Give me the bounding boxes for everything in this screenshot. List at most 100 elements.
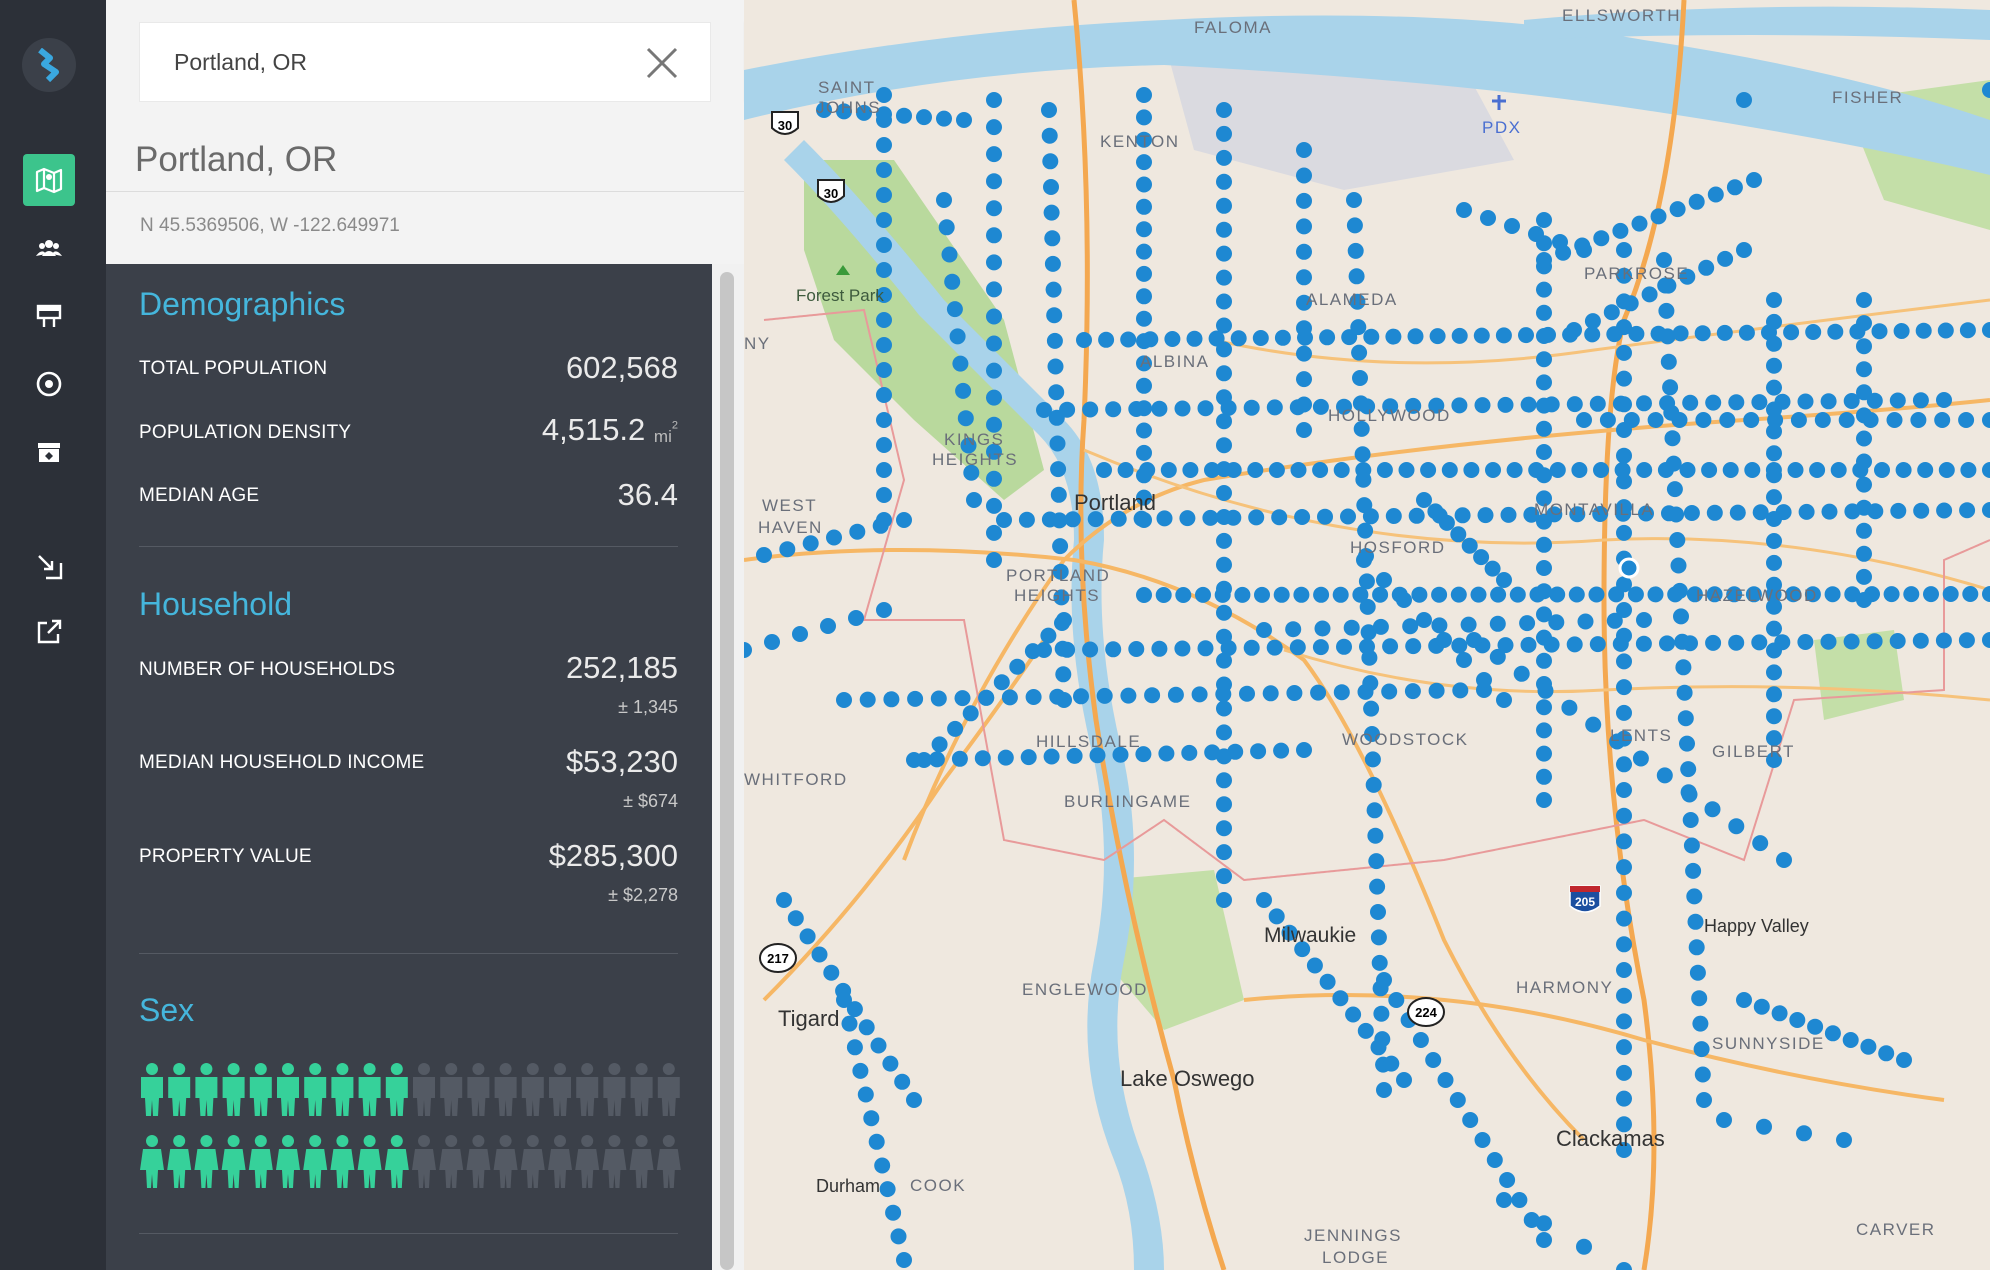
- location-marker[interactable]: [1181, 744, 1198, 761]
- location-marker[interactable]: [1650, 208, 1667, 225]
- location-marker[interactable]: [1055, 666, 1072, 683]
- location-marker[interactable]: [876, 212, 892, 228]
- location-marker[interactable]: [802, 535, 819, 552]
- location-marker[interactable]: [1736, 92, 1752, 108]
- location-marker[interactable]: [962, 705, 979, 722]
- location-marker[interactable]: [1266, 639, 1283, 656]
- location-marker[interactable]: [1616, 756, 1632, 773]
- location-marker[interactable]: [1588, 586, 1605, 603]
- location-marker[interactable]: [1736, 992, 1752, 1008]
- location-marker[interactable]: [1056, 612, 1072, 628]
- location-marker[interactable]: [1036, 402, 1052, 418]
- location-marker[interactable]: [1536, 420, 1552, 437]
- location-marker[interactable]: [1460, 616, 1477, 633]
- location-marker[interactable]: [1609, 733, 1626, 750]
- location-marker[interactable]: [764, 634, 780, 650]
- location-marker[interactable]: [1874, 462, 1890, 478]
- location-marker[interactable]: [1656, 252, 1672, 268]
- location-marker[interactable]: [916, 109, 932, 126]
- location-marker[interactable]: [1856, 338, 1872, 355]
- location-marker[interactable]: [1616, 1116, 1632, 1133]
- location-marker[interactable]: [1687, 913, 1704, 930]
- external-link-icon[interactable]: [23, 606, 75, 658]
- location-marker[interactable]: [1158, 745, 1175, 762]
- location-marker[interactable]: [744, 642, 752, 658]
- location-marker[interactable]: [1783, 324, 1800, 341]
- location-marker[interactable]: [1096, 687, 1113, 704]
- location-marker[interactable]: [1369, 878, 1386, 895]
- location-marker[interactable]: [1552, 234, 1568, 250]
- location-marker[interactable]: [1915, 322, 1932, 339]
- location-marker[interactable]: [1136, 310, 1152, 327]
- location-marker[interactable]: [876, 337, 892, 353]
- location-marker[interactable]: [1549, 462, 1566, 478]
- location-marker[interactable]: [1376, 972, 1392, 988]
- location-marker[interactable]: [1136, 333, 1152, 350]
- location-marker[interactable]: [1584, 313, 1601, 330]
- location-marker[interactable]: [954, 690, 971, 707]
- location-marker[interactable]: [1473, 327, 1490, 344]
- location-marker[interactable]: [1561, 699, 1578, 716]
- location-marker[interactable]: [1216, 604, 1232, 621]
- location-marker[interactable]: [1912, 392, 1929, 409]
- location-marker[interactable]: [1128, 641, 1145, 657]
- location-marker[interactable]: [1766, 423, 1782, 440]
- location-marker[interactable]: [957, 410, 974, 427]
- location-marker[interactable]: [1135, 746, 1152, 763]
- location-marker[interactable]: [1136, 355, 1152, 372]
- location-marker[interactable]: [848, 610, 864, 626]
- location-marker[interactable]: [1536, 745, 1552, 762]
- location-marker[interactable]: [1982, 462, 1990, 478]
- location-marker[interactable]: [986, 254, 1002, 271]
- location-marker[interactable]: [779, 541, 796, 558]
- location-marker[interactable]: [1695, 412, 1712, 428]
- location-marker[interactable]: [896, 107, 912, 124]
- location-marker[interactable]: [1289, 639, 1306, 656]
- location-marker[interactable]: [1680, 784, 1697, 801]
- location-marker[interactable]: [1766, 292, 1782, 308]
- location-marker[interactable]: [1866, 392, 1883, 409]
- location-marker[interactable]: [1367, 827, 1384, 844]
- location-marker[interactable]: [1616, 807, 1632, 824]
- location-marker[interactable]: [1660, 353, 1677, 370]
- location-marker[interactable]: [1347, 242, 1364, 259]
- location-marker[interactable]: [1679, 268, 1696, 285]
- location-marker[interactable]: [997, 749, 1014, 766]
- location-marker[interactable]: [1216, 269, 1232, 286]
- location-marker[interactable]: [1216, 700, 1232, 717]
- location-marker[interactable]: [1345, 1006, 1362, 1023]
- location-marker[interactable]: [1053, 589, 1070, 606]
- location-marker[interactable]: [1616, 962, 1632, 978]
- billboard-icon[interactable]: [23, 290, 75, 342]
- location-marker[interactable]: [1856, 592, 1872, 608]
- location-marker[interactable]: [1451, 637, 1468, 654]
- location-marker[interactable]: [1856, 499, 1872, 516]
- location-marker[interactable]: [1110, 510, 1127, 527]
- location-marker[interactable]: [896, 1252, 912, 1268]
- location-marker[interactable]: [1357, 522, 1374, 539]
- location-marker[interactable]: [941, 246, 958, 263]
- location-markers[interactable]: [744, 82, 1990, 1270]
- location-marker[interactable]: [1706, 504, 1723, 521]
- location-marker[interactable]: [1766, 730, 1782, 747]
- location-marker[interactable]: [1860, 1038, 1877, 1055]
- location-marker[interactable]: [1451, 397, 1468, 414]
- location-marker[interactable]: [1427, 503, 1444, 520]
- location-marker[interactable]: [1616, 1262, 1632, 1270]
- location-marker[interactable]: [1797, 393, 1814, 410]
- location-marker[interactable]: [1370, 929, 1387, 946]
- location-marker[interactable]: [1536, 768, 1552, 785]
- location-marker[interactable]: [1536, 252, 1552, 268]
- location-marker[interactable]: [1766, 511, 1782, 527]
- location-marker[interactable]: [1290, 462, 1307, 478]
- location-marker[interactable]: [1046, 307, 1063, 324]
- location-marker[interactable]: [1616, 987, 1632, 1004]
- location-marker[interactable]: [1273, 586, 1290, 603]
- location-marker[interactable]: [1566, 396, 1583, 413]
- location-marker[interactable]: [1603, 304, 1620, 321]
- location-marker[interactable]: [858, 1019, 875, 1036]
- location-marker[interactable]: [1656, 767, 1673, 784]
- location-marker[interactable]: [949, 328, 966, 345]
- location-marker[interactable]: [1018, 511, 1035, 528]
- location-marker[interactable]: [1628, 325, 1645, 342]
